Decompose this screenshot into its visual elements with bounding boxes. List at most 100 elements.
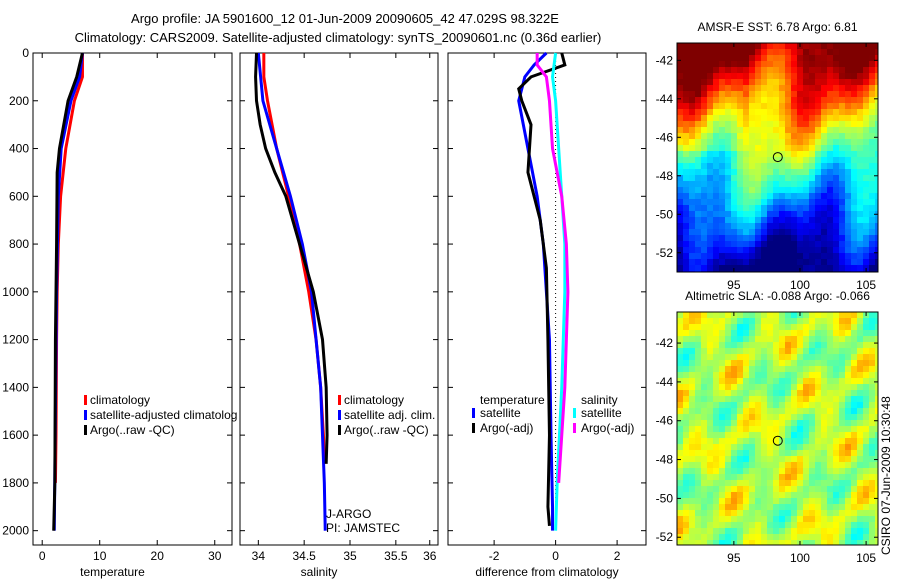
map-cell bbox=[815, 79, 821, 85]
map-cell bbox=[869, 211, 875, 217]
map-cell bbox=[719, 91, 725, 97]
map-cell bbox=[851, 145, 857, 151]
map-cell bbox=[767, 486, 773, 492]
map-cell bbox=[719, 241, 725, 247]
map-cell bbox=[749, 450, 755, 456]
map-cell bbox=[677, 456, 683, 462]
map-cell bbox=[869, 259, 875, 265]
map-cell bbox=[707, 205, 713, 211]
map-cell bbox=[773, 265, 779, 271]
map-cell bbox=[755, 330, 761, 336]
map-cell bbox=[779, 510, 785, 516]
map-cell bbox=[725, 348, 731, 354]
map-cell bbox=[815, 97, 821, 103]
map-cell bbox=[761, 360, 767, 366]
map-cell bbox=[695, 312, 701, 318]
map-cell bbox=[797, 229, 803, 235]
map-cell bbox=[809, 229, 815, 235]
map-cell bbox=[713, 486, 719, 492]
map-cell bbox=[743, 492, 749, 498]
map-cell bbox=[695, 79, 701, 85]
map-cell bbox=[803, 498, 809, 504]
map-cell bbox=[677, 259, 683, 265]
map-cell bbox=[833, 139, 839, 145]
map-cell bbox=[767, 175, 773, 181]
map-cell bbox=[695, 354, 701, 360]
map-cell bbox=[677, 151, 683, 157]
map-cell bbox=[731, 49, 737, 55]
map-cell bbox=[725, 103, 731, 109]
map-cell bbox=[839, 127, 845, 133]
title-line-1: Argo profile: JA 5901600_12 01-Jun-2009 … bbox=[131, 11, 559, 26]
map-cell bbox=[683, 103, 689, 109]
map-cell bbox=[803, 414, 809, 420]
map-cell bbox=[749, 229, 755, 235]
legend-swatch bbox=[573, 423, 576, 433]
map-cell bbox=[743, 396, 749, 402]
map-cell bbox=[683, 480, 689, 486]
map-cell bbox=[857, 432, 863, 438]
map-cell bbox=[791, 229, 797, 235]
map-cell bbox=[761, 528, 767, 534]
map-cell bbox=[749, 330, 755, 336]
map-cell bbox=[833, 85, 839, 91]
map-cell bbox=[839, 73, 845, 79]
map-cell bbox=[755, 450, 761, 456]
map-cell bbox=[683, 241, 689, 247]
map-cell bbox=[695, 372, 701, 378]
map-cell bbox=[875, 408, 878, 414]
map-cell bbox=[857, 103, 863, 109]
map-cell bbox=[791, 516, 797, 522]
map-cell bbox=[767, 372, 773, 378]
map-cell bbox=[803, 462, 809, 468]
map-cell bbox=[683, 181, 689, 187]
map-cell bbox=[737, 408, 743, 414]
map-cell bbox=[713, 97, 719, 103]
map-cell bbox=[797, 163, 803, 169]
map-cell bbox=[755, 133, 761, 139]
map-cell bbox=[851, 187, 857, 193]
map-cell bbox=[851, 199, 857, 205]
map-cell bbox=[785, 235, 791, 241]
map-cell bbox=[875, 318, 878, 324]
map-cell bbox=[725, 73, 731, 79]
map-cell bbox=[809, 396, 815, 402]
map-cell bbox=[725, 390, 731, 396]
map-cell bbox=[803, 396, 809, 402]
map-cell bbox=[797, 139, 803, 145]
map-cell bbox=[707, 193, 713, 199]
map-cell bbox=[755, 522, 761, 528]
map-cell bbox=[821, 211, 827, 217]
map-cell bbox=[785, 55, 791, 61]
map-cell bbox=[677, 378, 683, 384]
map-cell bbox=[803, 342, 809, 348]
map-cell bbox=[743, 420, 749, 426]
map-cell bbox=[761, 414, 767, 420]
map-cell bbox=[869, 324, 875, 330]
map-cell bbox=[839, 79, 845, 85]
map-cell bbox=[785, 372, 791, 378]
map-cell bbox=[833, 187, 839, 193]
map-cell bbox=[713, 175, 719, 181]
map-cell bbox=[725, 259, 731, 265]
map-cell bbox=[791, 432, 797, 438]
map-cell bbox=[869, 133, 875, 139]
map-cell bbox=[737, 390, 743, 396]
map-cell bbox=[701, 318, 707, 324]
map-cell bbox=[827, 390, 833, 396]
map-cell bbox=[677, 55, 683, 61]
map-cell bbox=[701, 510, 707, 516]
map-cell bbox=[833, 175, 839, 181]
map-cell bbox=[695, 103, 701, 109]
map-cell bbox=[767, 318, 773, 324]
map-cell bbox=[713, 121, 719, 127]
map-cell bbox=[707, 91, 713, 97]
map-cell bbox=[683, 217, 689, 223]
map-cell bbox=[821, 456, 827, 462]
map-cell bbox=[701, 103, 707, 109]
map-cell bbox=[779, 61, 785, 67]
map-cell bbox=[869, 55, 875, 61]
map-cell bbox=[869, 366, 875, 372]
map-cell bbox=[731, 163, 737, 169]
map-cell bbox=[707, 49, 713, 55]
